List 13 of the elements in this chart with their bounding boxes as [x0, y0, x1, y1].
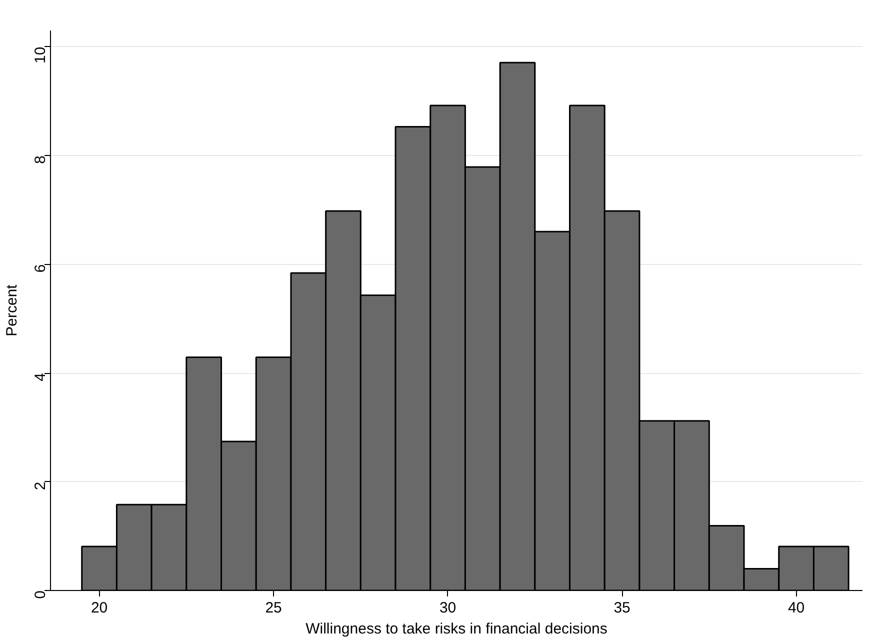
y-tick-label: 2	[32, 482, 49, 490]
x-tick-label: 30	[439, 600, 456, 616]
y-tick-label: 0	[32, 590, 49, 599]
y-tick-label: 4	[32, 373, 49, 382]
y-tick-label: 10	[32, 46, 49, 64]
x-tick-label: 40	[788, 600, 805, 616]
x-axis-title: Willingness to take risks in financial decisions	[306, 620, 608, 638]
x-tick-label: 20	[90, 600, 108, 616]
x-tick-label: 35	[614, 600, 630, 616]
y-tick-label: 6	[32, 264, 49, 273]
y-tick-label: 8	[32, 156, 49, 164]
y-axis-title: Percent	[4, 284, 20, 336]
x-tick-label: 25	[265, 600, 282, 616]
